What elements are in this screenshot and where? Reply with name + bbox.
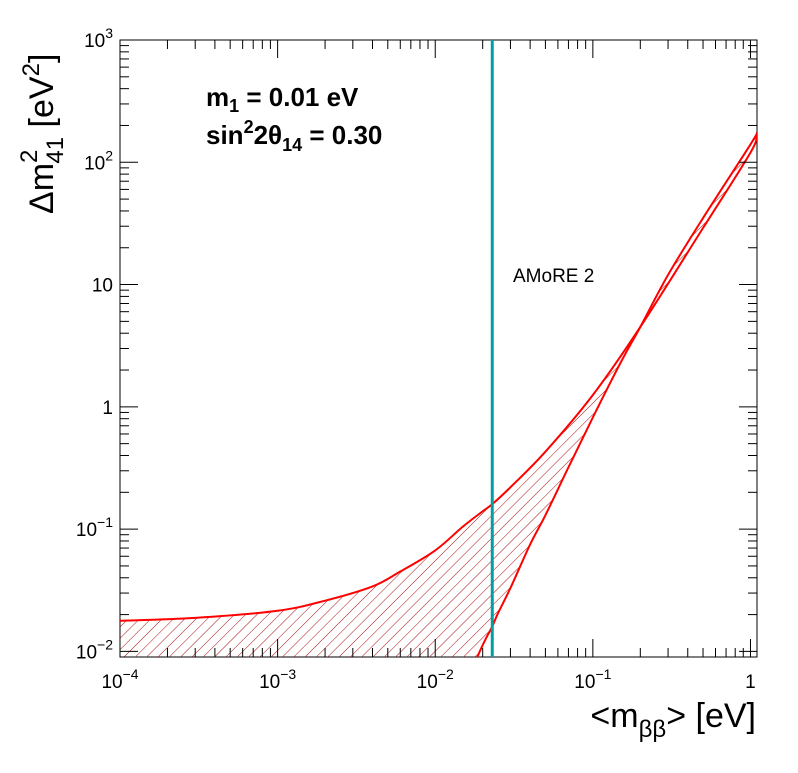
x-tick-label: 10−1 bbox=[574, 666, 611, 693]
sin-annotation: sin22θ14 = 0.30 bbox=[206, 117, 382, 155]
y-tick-label: 10 bbox=[92, 276, 113, 297]
y-tick-label: 10−2 bbox=[76, 636, 113, 663]
y-tick-label: 10−1 bbox=[76, 514, 113, 541]
y-tick-label: 1 bbox=[102, 398, 113, 419]
x-tick-label: 10−2 bbox=[417, 666, 454, 693]
y-axis-title: Δm241 [eV2] bbox=[16, 54, 69, 214]
x-tick-label: 10−3 bbox=[259, 666, 296, 693]
x-tick-label: 10−4 bbox=[101, 666, 138, 693]
upper-bound-line bbox=[120, 133, 757, 622]
x-tick-label: 1 bbox=[745, 672, 756, 693]
lower-bound-line bbox=[476, 132, 757, 657]
allowed-region bbox=[120, 132, 757, 657]
y-tick-label: 103 bbox=[84, 25, 113, 52]
y-tick-label: 102 bbox=[84, 147, 113, 174]
m1-annotation: m1 = 0.01 eV bbox=[206, 82, 359, 116]
x-axis-title: <mββ> [eV] bbox=[590, 697, 756, 743]
amore-label: AMoRE 2 bbox=[513, 266, 594, 287]
